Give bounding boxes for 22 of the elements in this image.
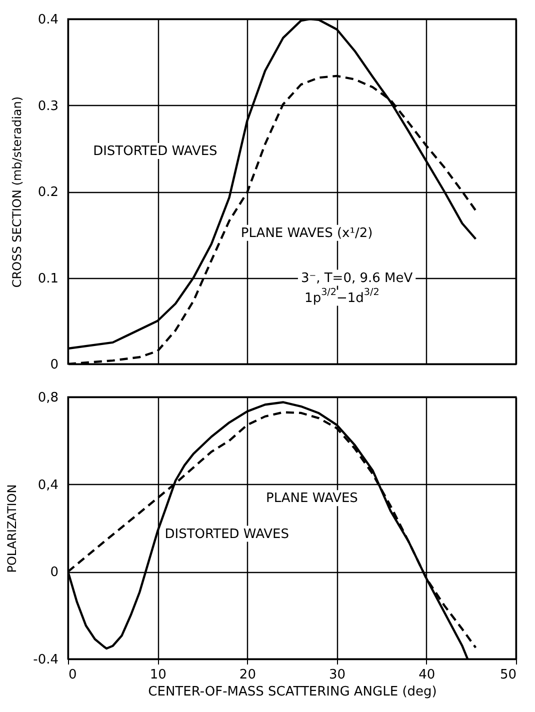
annotation: PLANE WAVES (x¹/2) [240, 226, 373, 241]
y-tick-label: 0.3 [38, 98, 58, 114]
annotation: DISTORTED WAVES [93, 144, 218, 159]
x-tick-label: 0 [68, 668, 77, 682]
annotation: PLANE WAVES [266, 491, 358, 506]
y-tick-label: 0.2 [38, 185, 58, 200]
x-tick-label: 50 [500, 668, 516, 682]
x-tick-label: 10 [150, 668, 166, 682]
x-tick-label: 40 [418, 668, 436, 682]
y-tick-label: 0.4 [38, 12, 58, 28]
x-tick-label: 20 [239, 668, 256, 682]
y-tick-label: 0 [50, 358, 58, 372]
y-tick-label: 0,4 [38, 478, 58, 493]
y-axis-title: CROSS SECTION (mb/steradian) [10, 96, 24, 288]
y-tick-label: 0.1 [38, 271, 58, 286]
y-axis-title: POLARIZATION [5, 484, 20, 573]
annotation: DISTORTED WAVES [164, 526, 289, 542]
x-axis-title: CENTER-OF-MASS SCATTERING ANGLE (deg) [148, 684, 437, 700]
y-tick-label: 0 [50, 565, 58, 580]
y-tick-label: -0.4 [33, 652, 58, 668]
y-tick-label: 0,8 [38, 390, 58, 406]
x-tick-label: 30 [329, 668, 346, 682]
